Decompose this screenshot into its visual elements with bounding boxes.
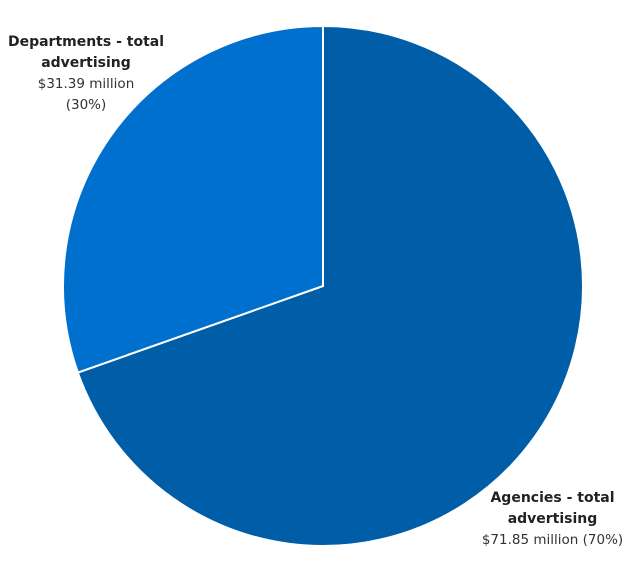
percent-label: (70%) bbox=[582, 532, 624, 548]
slice-label: Departments - total advertising $31.39 mi… bbox=[1, 32, 171, 116]
value-label: $31.39 million bbox=[37, 76, 135, 92]
category-label: Agencies - total advertising bbox=[490, 490, 615, 527]
category-label: Departments - total advertising bbox=[7, 34, 165, 71]
slice bbox=[76, 24, 584, 547]
percent-label: (30%) bbox=[65, 97, 107, 113]
value-label: $71.85 million bbox=[481, 532, 579, 548]
slice-label: Agencies - total advertising $71.85 milli… bbox=[470, 488, 633, 551]
slice bbox=[62, 24, 324, 374]
